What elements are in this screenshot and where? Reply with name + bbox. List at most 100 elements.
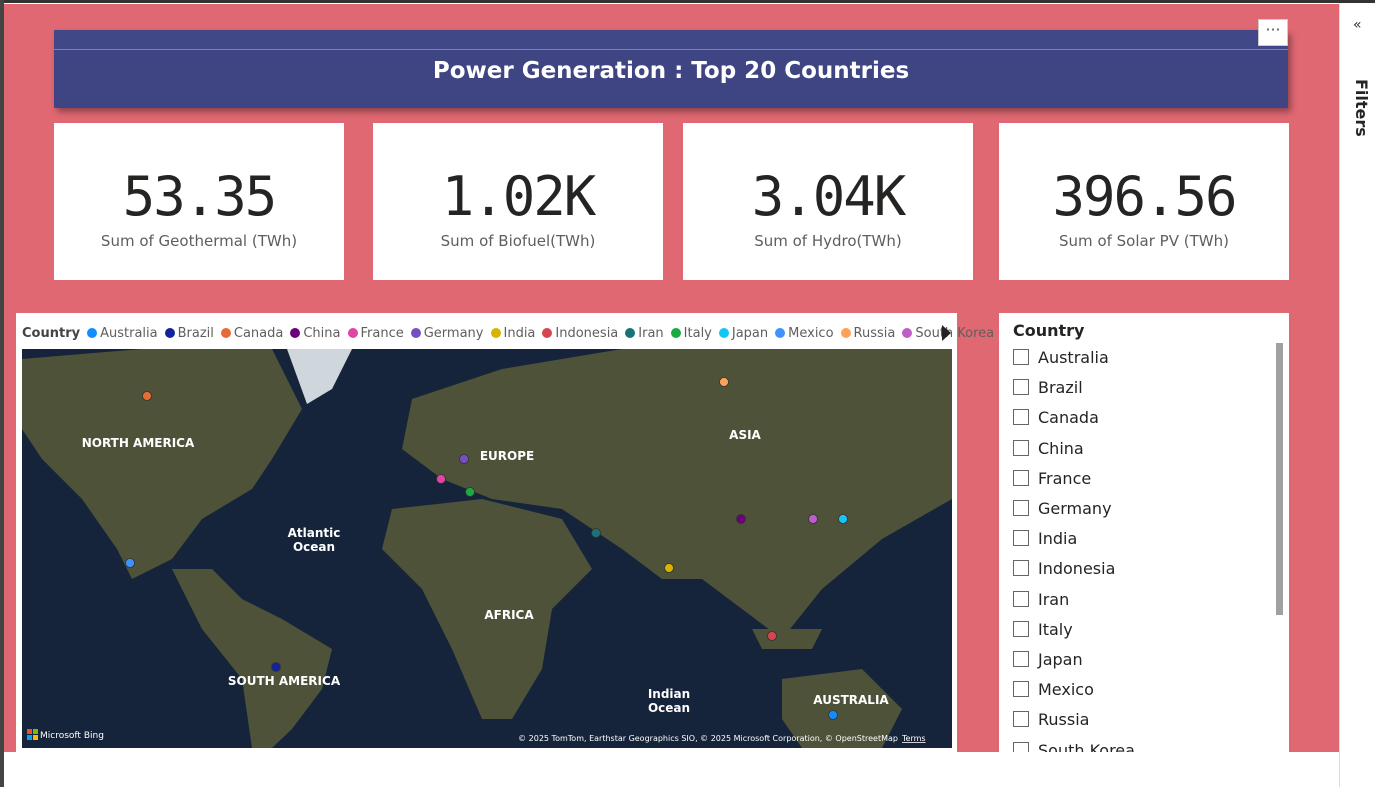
checkbox (1013, 651, 1029, 667)
checkbox (1013, 500, 1029, 516)
legend-next[interactable] (942, 325, 951, 341)
collapse-button[interactable]: « (1353, 17, 1362, 33)
map: NORTH AMERICAEUROPEASIAAtlanticOceanAFRI… (22, 349, 952, 748)
slicer-label: Mexico (1038, 680, 1094, 700)
legend-item[interactable]: Australia (87, 326, 158, 341)
checkbox (1013, 439, 1029, 456)
checkbox (1013, 741, 1029, 752)
map-point (125, 558, 135, 568)
legend-label: France (360, 326, 404, 341)
map-point (736, 514, 746, 524)
slicer-item[interactable]: Russia (1013, 710, 1089, 730)
legend-item[interactable]: Russia (840, 326, 896, 341)
map-terms[interactable]: Terms (901, 734, 926, 743)
map-label: Ocean (648, 701, 690, 715)
slicer-item[interactable]: India (1013, 529, 1077, 549)
legend-dot (902, 328, 913, 338)
legend-item[interactable]: Iran (625, 326, 664, 341)
legend-item[interactable]: Mexico (775, 326, 834, 341)
legend-dot (87, 328, 98, 338)
legend-item[interactable]: China (290, 326, 341, 341)
checkbox (1013, 379, 1029, 396)
legend-item[interactable]: Germany (410, 326, 484, 341)
slicer-item[interactable]: Indonesia (1013, 559, 1115, 579)
legend-item[interactable]: Brazil (164, 326, 214, 341)
checkbox (1013, 530, 1029, 547)
slicer-label: Russia (1038, 710, 1090, 730)
kpi-card: 1.02K Sum of Biofuel(TWh) (373, 123, 663, 280)
legend-dot (840, 328, 851, 338)
map-label: SOUTH AMERICA (228, 674, 341, 688)
kpi-card: 53.35 Sum of Geothermal (TWh) (54, 123, 344, 280)
map-label: ASIA (729, 428, 761, 442)
slicer-item[interactable]: Mexico (1013, 680, 1094, 700)
legend-item[interactable]: Japan (718, 326, 769, 341)
legend-item[interactable]: India (490, 326, 535, 341)
map-legend: Country Australia Brazil Canada China France G… (22, 326, 994, 341)
legend-item[interactable]: Italy (670, 326, 712, 341)
map-point (459, 454, 469, 464)
slicer-item[interactable]: France (1013, 469, 1091, 489)
legend-item[interactable]: Indonesia (542, 326, 618, 341)
map-label: Ocean (293, 540, 335, 554)
legend-label: South Korea (915, 326, 995, 341)
legend-dot (290, 328, 301, 338)
legend-label: Japan (731, 326, 769, 341)
slicer-item[interactable]: Brazil (1013, 378, 1083, 398)
slicer-item[interactable]: South Korea (1013, 741, 1135, 752)
legend-item[interactable]: France (347, 326, 404, 341)
kpi-label: Sum of Solar PV (TWh) (1059, 232, 1229, 250)
map-point (828, 710, 838, 720)
slicer-item[interactable]: Canada (1013, 408, 1099, 428)
bing-logo (27, 735, 32, 740)
slicer-item[interactable]: China (1013, 439, 1084, 459)
bing-logo (33, 729, 38, 734)
slicer-label: South Korea (1038, 740, 1135, 752)
slicer-label: France (1038, 468, 1092, 488)
land (22, 349, 952, 748)
legend-item[interactable]: Canada (220, 326, 283, 341)
legend-label: China (303, 326, 341, 341)
kpi-card: 3.04K Sum of Hydro(TWh) (683, 123, 973, 280)
slicer-label: Indonesia (1038, 559, 1116, 579)
scrollbar[interactable] (1276, 343, 1283, 615)
slicer-label: Germany (1038, 499, 1112, 518)
bing-logo (33, 735, 38, 740)
slicer-title: Country (1013, 321, 1085, 340)
checkbox (1013, 681, 1029, 698)
slicer-item[interactable]: Germany (1013, 499, 1112, 519)
slicer-item[interactable]: Japan (1013, 650, 1083, 670)
slicer-item[interactable]: Iran (1013, 590, 1069, 610)
slicer-item[interactable]: Australia (1013, 348, 1109, 368)
filters-label[interactable]: Filters (1352, 79, 1371, 137)
slicer: Country Australia Brazil Canada China France… (999, 313, 1289, 752)
legend-dot (670, 328, 681, 338)
legend-title: Country (22, 326, 81, 341)
map-label: AUSTRALIA (813, 693, 889, 707)
kpi-value: 396.56 (1052, 165, 1237, 228)
legend-item[interactable]: South Korea (902, 326, 994, 341)
title: Power Generation : Top 20 Countries (432, 58, 910, 84)
legend-dot (625, 328, 636, 338)
map-point (719, 377, 729, 387)
checkbox (1013, 711, 1029, 728)
legend-label: Mexico (788, 326, 834, 341)
legend-dot (164, 328, 175, 338)
legend-dot (775, 328, 786, 338)
more-options[interactable]: ··· (1258, 19, 1288, 46)
bing-logo (27, 729, 32, 734)
slicer-label: India (1038, 529, 1078, 549)
map-label: AFRICA (484, 608, 534, 622)
checkbox (1013, 620, 1029, 637)
top-border (0, 0, 1375, 3)
legend-dot (410, 328, 421, 338)
legend-dot (220, 328, 231, 338)
map-point (808, 514, 818, 524)
legend-label: Russia (853, 326, 896, 341)
legend-dot (347, 328, 358, 338)
map-point (271, 662, 281, 672)
slicer-label: Italy (1038, 619, 1073, 639)
map-copyright: © 2025 TomTom, Earthstar Geographics SIO… (518, 734, 898, 743)
slicer-item[interactable]: Italy (1013, 620, 1073, 640)
slicer-label: China (1038, 438, 1084, 458)
